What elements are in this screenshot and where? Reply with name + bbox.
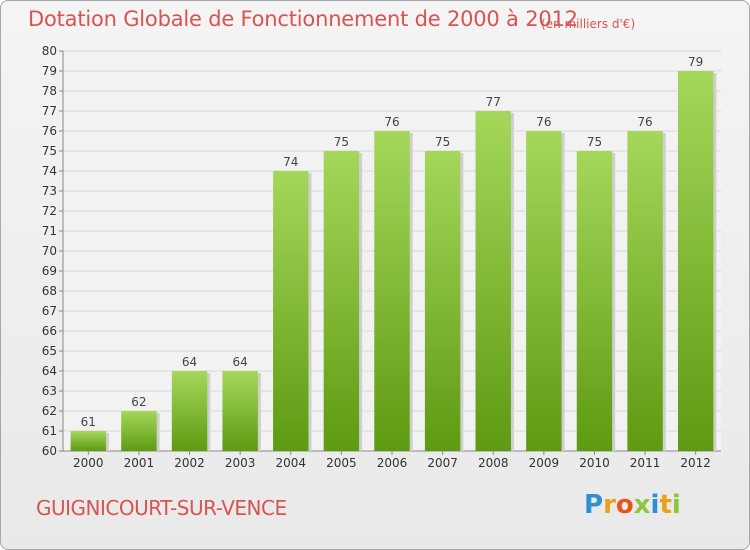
bar-value-label: 75 <box>334 135 349 149</box>
x-tick-label: 2000 <box>73 456 104 470</box>
y-tick-label: 72 <box>42 204 57 218</box>
y-tick-label: 65 <box>42 344 57 358</box>
commune-name: GUIGNICOURT-SUR-VENCE <box>36 496 287 520</box>
bar <box>121 411 157 451</box>
y-tick-label: 61 <box>42 424 57 438</box>
bar <box>526 131 562 451</box>
bar <box>576 151 613 451</box>
bar-value-label: 75 <box>435 135 450 149</box>
y-tick-label: 60 <box>42 444 57 458</box>
y-tick-label: 78 <box>42 84 57 98</box>
bar-value-label: 75 <box>587 135 602 149</box>
y-tick-label: 80 <box>42 44 57 58</box>
x-tick-label: 2009 <box>529 456 560 470</box>
y-tick-label: 70 <box>42 244 57 258</box>
bar <box>424 151 461 451</box>
bar <box>171 371 208 451</box>
proxiti-logo: Proxiti <box>584 490 681 520</box>
chart-unit: (en milliers d'€) <box>541 17 636 31</box>
bar <box>677 71 714 451</box>
bar-value-label: 61 <box>81 415 96 429</box>
bar <box>222 371 258 451</box>
y-tick-label: 76 <box>42 124 57 138</box>
logo-letter: r <box>603 490 616 520</box>
bar <box>323 151 360 451</box>
x-tick-label: 2010 <box>579 456 610 470</box>
y-tick-label: 77 <box>42 104 57 118</box>
bar-value-label: 76 <box>536 115 551 129</box>
bar-value-label: 76 <box>637 115 652 129</box>
bar-value-label: 64 <box>233 355 248 369</box>
logo-letter: i <box>671 490 681 520</box>
y-tick-label: 73 <box>42 184 57 198</box>
bar <box>273 171 309 451</box>
chart-title: Dotation Globale de Fonctionnement de 20… <box>28 7 578 31</box>
logo-letter: P <box>584 490 604 520</box>
y-tick-label: 79 <box>42 64 57 78</box>
bar-value-label: 74 <box>283 155 298 169</box>
bar-value-label: 79 <box>688 55 703 69</box>
logo-letter: x <box>633 490 651 520</box>
y-tick-label: 71 <box>42 224 57 238</box>
logo-letter: i <box>650 490 660 520</box>
bar <box>627 131 663 451</box>
bar-value-label: 76 <box>384 115 399 129</box>
x-tick-label: 2008 <box>478 456 509 470</box>
x-tick-label: 2001 <box>124 456 155 470</box>
y-tick-label: 68 <box>42 284 57 298</box>
x-tick-label: 2005 <box>326 456 357 470</box>
bar <box>374 131 410 451</box>
y-tick-label: 66 <box>42 324 57 338</box>
bar-value-label: 77 <box>486 95 501 109</box>
x-tick-label: 2011 <box>630 456 661 470</box>
bar <box>70 431 107 451</box>
y-tick-label: 62 <box>42 404 57 418</box>
x-tick-label: 2012 <box>680 456 711 470</box>
y-tick-label: 69 <box>42 264 57 278</box>
logo-letter: o <box>615 490 634 520</box>
x-tick-label: 2007 <box>427 456 458 470</box>
x-tick-label: 2004 <box>275 456 306 470</box>
y-tick-label: 75 <box>42 144 57 158</box>
x-tick-label: 2002 <box>174 456 205 470</box>
bar-value-label: 62 <box>131 395 146 409</box>
bar <box>475 111 511 451</box>
x-tick-label: 2006 <box>377 456 408 470</box>
logo-letter: t <box>659 490 672 520</box>
y-tick-label: 67 <box>42 304 57 318</box>
x-tick-label: 2003 <box>225 456 256 470</box>
y-tick-label: 63 <box>42 384 57 398</box>
bar-value-label: 64 <box>182 355 197 369</box>
y-tick-label: 64 <box>42 364 57 378</box>
y-tick-label: 74 <box>42 164 57 178</box>
